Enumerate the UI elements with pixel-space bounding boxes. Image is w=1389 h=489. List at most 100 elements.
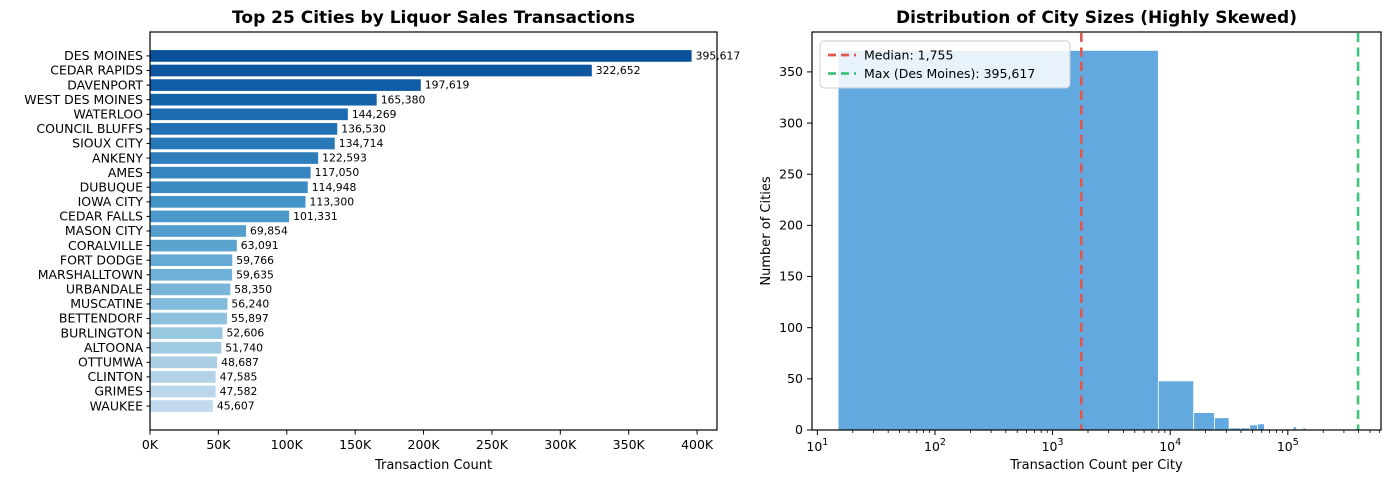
bar-value-label: 134,714 <box>339 137 384 150</box>
y-tick-label: 350 <box>779 64 803 79</box>
bar-category-label: CEDAR RAPIDS <box>50 63 143 78</box>
bar-category-label: IOWA CITY <box>78 194 144 209</box>
bar <box>150 283 231 296</box>
bar <box>150 93 377 106</box>
bar-category-label: CLINTON <box>87 369 143 384</box>
bar-value-label: 52,606 <box>226 327 264 340</box>
bar <box>150 341 222 354</box>
bar <box>150 298 228 310</box>
bar-category-label: OTTUMWA <box>78 355 144 370</box>
bar-value-label: 51,740 <box>225 341 263 354</box>
x-tick-label: 350K <box>613 437 646 452</box>
left-chart-title: Top 25 Cities by Liquor Sales Transactio… <box>232 8 635 28</box>
bar-category-label: BETTENDORF <box>59 311 143 326</box>
bar-category-label: URBANDALE <box>66 282 143 297</box>
histogram-chart: Distribution of City Sizes (Highly Skewe… <box>759 8 1382 473</box>
bar <box>150 371 216 383</box>
bar-category-label: COUNCIL BLUFFS <box>36 121 143 136</box>
x-tick-label: 103 <box>1042 437 1064 454</box>
bar-value-label: 114,948 <box>312 181 357 194</box>
bar-value-label: 58,350 <box>234 283 272 296</box>
bar-value-label: 59,766 <box>236 254 274 267</box>
bar-value-label: 47,585 <box>220 370 258 383</box>
bar-category-label: WEST DES MOINES <box>24 92 143 107</box>
histogram-bar <box>1257 423 1265 431</box>
y-tick-label: 250 <box>779 166 803 181</box>
bar <box>150 50 692 62</box>
bar-category-label: WAUKEE <box>90 398 143 413</box>
bar-value-label: 144,269 <box>352 108 397 121</box>
bar-value-label: 122,593 <box>322 152 367 165</box>
bar <box>150 123 338 135</box>
bar <box>150 137 335 150</box>
bar-category-label: SIOUX CITY <box>72 136 143 151</box>
bar-value-label: 47,582 <box>220 385 258 398</box>
bar-value-label: 136,530 <box>341 122 386 135</box>
y-tick-label: 300 <box>779 115 803 130</box>
bar <box>150 268 233 281</box>
bar-category-label: MARSHALLTOWN <box>38 267 143 282</box>
bar-category-label: DES MOINES <box>64 48 143 63</box>
bar-value-label: 48,687 <box>221 356 259 369</box>
histogram-bar <box>1249 424 1259 431</box>
bar <box>150 327 223 339</box>
bar-category-label: ANKENY <box>92 150 143 165</box>
legend-box <box>819 40 1071 89</box>
bar-category-label: DUBUQUE <box>80 179 143 194</box>
bar-category-label: GRIMES <box>94 384 143 399</box>
bar <box>150 108 348 121</box>
x-tick-label: 200K <box>408 437 441 452</box>
left-x-axis-label: Transaction Count <box>374 458 492 473</box>
bar-value-label: 395,617 <box>696 50 741 63</box>
bar-category-label: CORALVILLE <box>68 238 143 253</box>
bar <box>150 152 319 164</box>
bar <box>150 79 421 91</box>
bar-chart: Top 25 Cities by Liquor Sales Transactio… <box>24 8 740 473</box>
bar-value-label: 101,331 <box>293 210 338 223</box>
x-tick-label: 0K <box>142 437 159 452</box>
x-tick-label: 400K <box>681 437 714 452</box>
x-tick-label: 100K <box>271 437 304 452</box>
x-tick-label: 102 <box>924 437 946 454</box>
x-tick-label: 300K <box>544 437 577 452</box>
bar-category-label: MUSCATINE <box>70 296 143 311</box>
bar-value-label: 165,380 <box>381 93 426 106</box>
y-tick-label: 50 <box>787 371 803 386</box>
x-tick-label: 105 <box>1277 437 1299 454</box>
bar-value-label: 55,897 <box>231 312 269 325</box>
legend: Median: 1,755 Max (Des Moines): 395,617 <box>819 40 1071 89</box>
right-chart-title: Distribution of City Sizes (Highly Skewe… <box>896 8 1297 28</box>
bar-value-label: 322,652 <box>596 64 641 77</box>
right-plot-border <box>811 31 1382 431</box>
x-tick-label: 50K <box>206 437 231 452</box>
x-tick-label: 250K <box>476 437 509 452</box>
histogram-bar <box>837 50 1159 431</box>
bar-category-label: WATERLOO <box>73 106 143 121</box>
bar-value-label: 63,091 <box>241 239 279 252</box>
bar-value-label: 59,635 <box>236 268 274 281</box>
bar <box>150 400 213 412</box>
bar-category-label: CEDAR FALLS <box>59 209 143 224</box>
y-tick-label: 150 <box>779 269 803 284</box>
y-tick-label: 0 <box>795 422 803 437</box>
bar-category-label: ALTOONA <box>84 340 143 355</box>
bar-category-label: MASON CITY <box>65 223 143 238</box>
x-tick-label: 104 <box>1159 437 1181 454</box>
bar-category-label: DAVENPORT <box>67 77 143 92</box>
histogram-bar <box>1193 412 1215 431</box>
y-tick-label: 100 <box>779 320 803 335</box>
x-tick-label: 101 <box>806 437 828 454</box>
histogram-bar <box>1213 417 1230 431</box>
bar <box>150 181 308 194</box>
bar <box>150 385 216 398</box>
bar <box>150 210 290 223</box>
histogram-bar <box>1157 380 1195 431</box>
bar <box>150 225 247 237</box>
legend-item-label: Max (Des Moines): 395,617 <box>864 66 1035 81</box>
bar <box>150 195 306 208</box>
y-tick-label: 200 <box>779 218 803 233</box>
x-tick-label: 150K <box>339 437 372 452</box>
bar-category-label: AMES <box>108 165 143 180</box>
